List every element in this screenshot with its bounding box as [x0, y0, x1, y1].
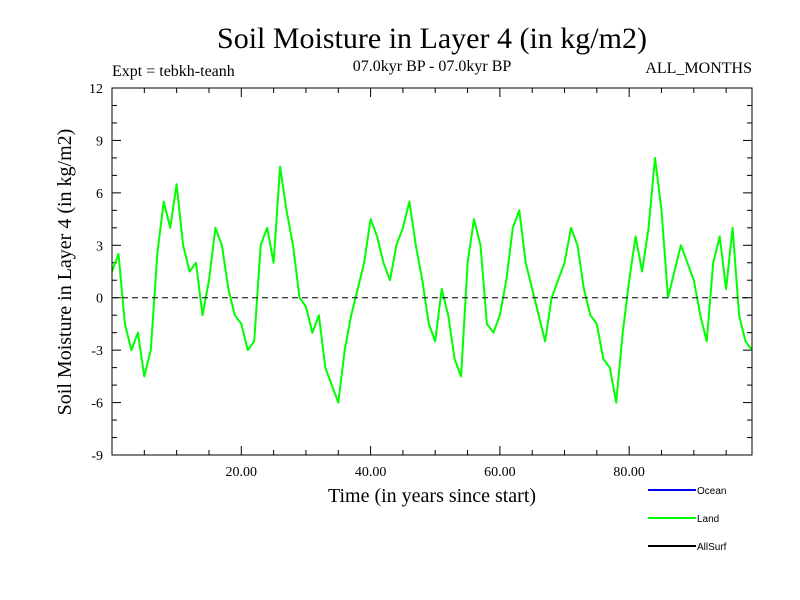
legend: Ocean Land AllSurf — [648, 486, 727, 553]
chart-title: Soil Moisture in Layer 4 (in kg/m2) — [217, 22, 647, 55]
y-tick-label: 3 — [96, 239, 103, 254]
y-tick-label: 0 — [96, 292, 103, 307]
y-tick-label: -6 — [91, 397, 103, 412]
legend-label-allsurf: AllSurf — [697, 542, 727, 553]
y-tick-label: 12 — [89, 82, 103, 97]
plot-frame — [111, 87, 753, 456]
experiment-label: Expt = tebkh-teanh — [112, 63, 235, 80]
y-tick-label: 6 — [96, 187, 103, 202]
period-label: 07.0kyr BP - 07.0kyr BP — [353, 58, 512, 75]
legend-label-ocean: Ocean — [697, 486, 726, 497]
y-tick-label: 9 — [96, 134, 103, 149]
y-axis-ticks: -9 -6 -3 0 3 6 9 12 — [89, 82, 752, 464]
x-tick-label: 20.00 — [226, 465, 258, 480]
x-tick-label: 40.00 — [355, 465, 387, 480]
y-axis-label: Soil Moisture in Layer 4 (in kg/m2) — [54, 129, 76, 416]
legend-label-land: Land — [697, 514, 719, 525]
months-label: ALL_MONTHS — [645, 60, 752, 77]
y-tick-label: -3 — [91, 344, 103, 359]
x-tick-label: 60.00 — [484, 465, 516, 480]
x-tick-label: 80.00 — [613, 465, 645, 480]
series-line-land — [111, 156, 753, 404]
x-axis-label: Time (in years since start) — [328, 485, 536, 507]
series-layer — [111, 156, 753, 404]
x-axis-ticks: 20.00 40.00 60.00 80.00 — [143, 88, 727, 480]
y-tick-label: -9 — [91, 449, 103, 464]
